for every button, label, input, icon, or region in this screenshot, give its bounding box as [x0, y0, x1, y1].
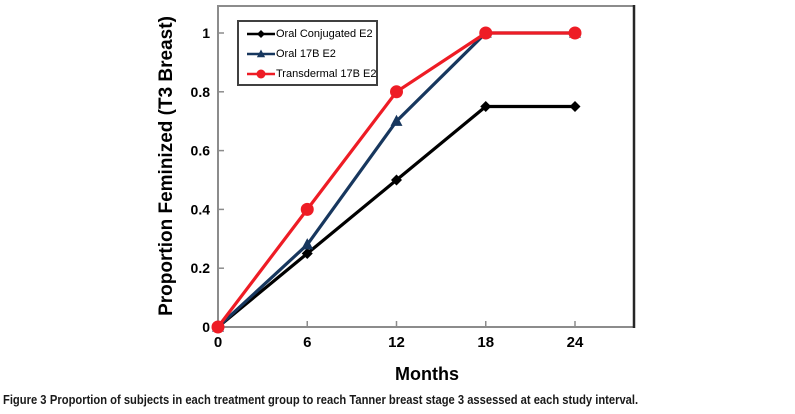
x-axis-title: Months: [395, 364, 459, 384]
series-marker-oral-conjugated-e2: [301, 248, 313, 259]
series-marker-transdermal-17b-e2: [300, 202, 314, 216]
legend-label: Oral Conjugated E2: [276, 28, 373, 40]
y-tick-label: 0: [202, 319, 210, 335]
y-axis-title: Proportion Feminized (T3 Breast): [156, 16, 177, 316]
legend-item-transdermal-17b-e2: Transdermal 17B E2: [246, 64, 376, 84]
y-tick-label: 0.4: [191, 201, 211, 217]
x-tick-label: 6: [303, 334, 311, 351]
series-marker-transdermal-17b-e2: [390, 85, 403, 99]
circle-marker-icon: [247, 69, 275, 79]
legend-item-oral-conjugated-e2: Oral Conjugated E2: [246, 24, 376, 44]
series-marker-oral-17b-e2: [301, 238, 314, 250]
series-marker-transdermal-17b-e2: [568, 26, 582, 40]
y-tick-label: 0.8: [191, 84, 211, 100]
series-marker-oral-17b-e2: [390, 114, 403, 126]
series-marker-transdermal-17b-e2: [211, 320, 225, 334]
x-tick-label: 24: [567, 334, 584, 351]
figure-caption: Figure 3 Proportion of subjects in each t…: [3, 392, 638, 407]
legend: Oral Conjugated E2 Oral 17B E2 Transderm…: [237, 20, 378, 86]
legend-label: Oral 17B E2: [276, 48, 336, 60]
x-tick-label: 12: [388, 334, 405, 351]
x-tick-label: 0: [214, 334, 222, 351]
legend-marker: [256, 49, 266, 58]
triangle-marker-icon: [247, 49, 275, 58]
diamond-marker-icon: [247, 30, 275, 38]
figure-caption-text: Proportion of subjects in each treatment…: [49, 392, 639, 407]
y-tick-label: 0.2: [191, 260, 211, 276]
series-marker-oral-conjugated-e2: [480, 101, 492, 112]
legend-marker: [257, 30, 265, 38]
legend-item-oral-17b-e2: Oral 17B E2: [246, 44, 376, 64]
x-tick-label: 18: [477, 334, 494, 351]
legend-label: Transdermal 17B E2: [276, 68, 377, 80]
legend-marker: [256, 69, 266, 79]
series-marker-oral-conjugated-e2: [391, 174, 402, 186]
series-line-oral-conjugated-e2: [216, 104, 577, 329]
figure-caption-label: Figure 3: [3, 392, 47, 407]
y-tick-label: 1: [202, 25, 210, 41]
series-marker-oral-conjugated-e2: [569, 101, 581, 112]
y-tick-label: 0.6: [191, 143, 211, 159]
series-marker-transdermal-17b-e2: [479, 26, 493, 40]
